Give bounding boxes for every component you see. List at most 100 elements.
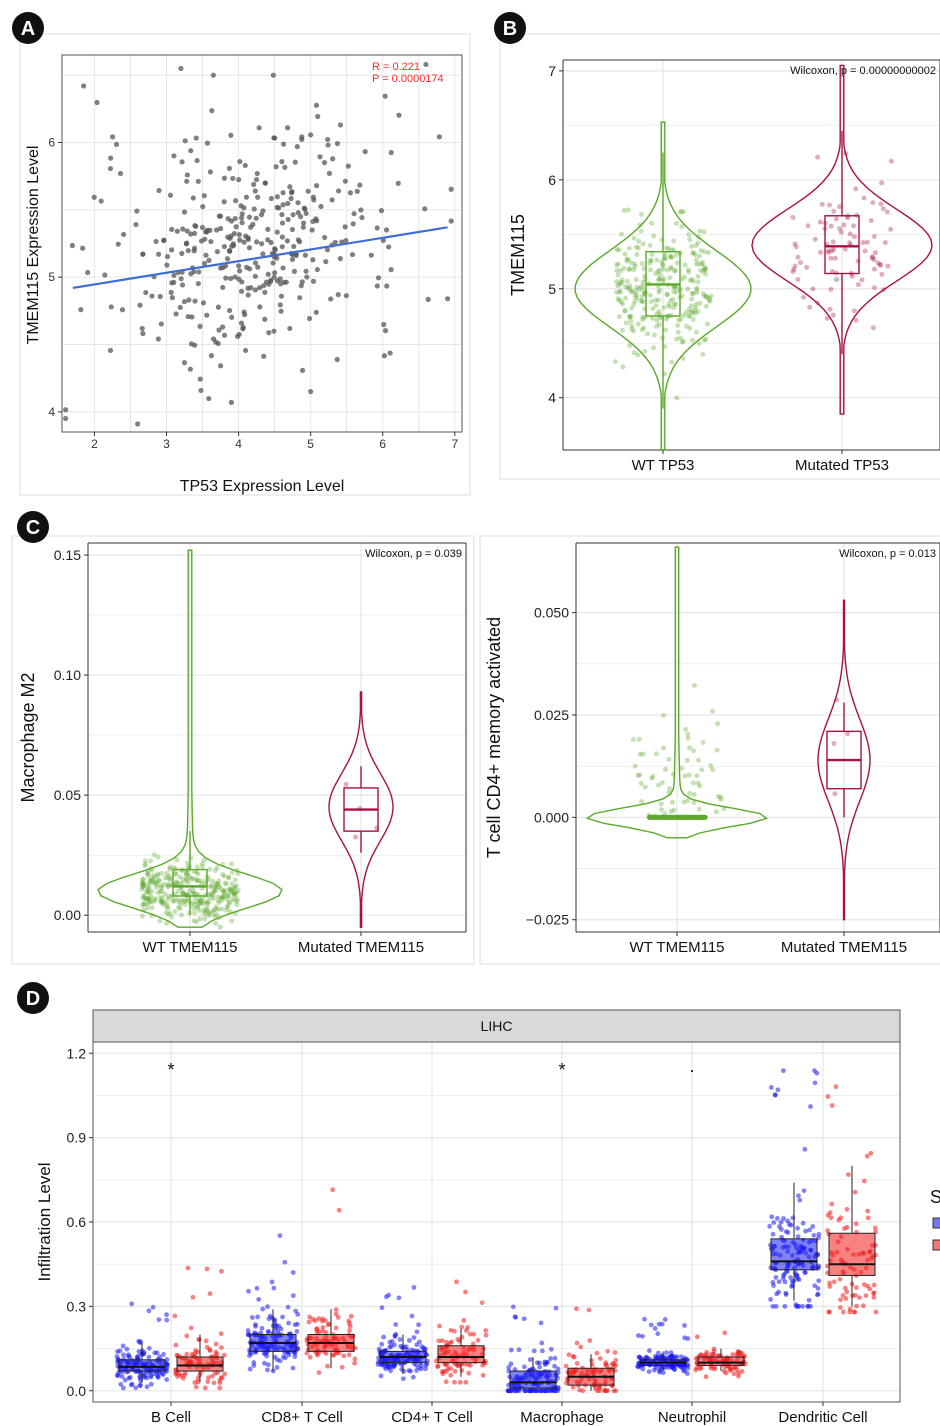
scatter-point — [207, 169, 213, 175]
data-point — [790, 269, 796, 275]
data-point — [184, 860, 190, 866]
data-point — [648, 299, 654, 305]
data-point — [637, 284, 643, 290]
scatter-point — [288, 195, 294, 202]
scatter-point — [330, 156, 336, 162]
data-point — [785, 1230, 791, 1235]
data-point — [793, 1303, 799, 1309]
facet-strip-label: LIHC — [481, 1018, 513, 1034]
data-point — [702, 293, 708, 299]
data-point — [352, 1356, 358, 1362]
data-point — [407, 1337, 412, 1343]
data-point — [480, 1372, 486, 1378]
data-point — [133, 1385, 139, 1391]
data-point — [265, 1304, 270, 1310]
data-point — [649, 775, 655, 781]
scatter-point — [276, 205, 282, 211]
data-point — [621, 208, 627, 214]
data-point — [211, 1380, 217, 1386]
data-point — [181, 898, 187, 904]
data-point — [195, 878, 201, 884]
data-point — [852, 1189, 858, 1195]
scatter-point — [213, 227, 220, 233]
scatter-point — [287, 184, 293, 190]
scatter-point — [289, 256, 296, 263]
data-point — [781, 1273, 786, 1278]
data-point — [639, 327, 645, 333]
data-point — [699, 814, 705, 820]
data-point — [868, 1150, 874, 1156]
scatter-point — [382, 328, 389, 334]
data-point — [145, 888, 151, 894]
scatter-point — [253, 215, 259, 221]
scatter-point — [326, 170, 333, 177]
scatter-point — [255, 194, 261, 200]
data-point — [880, 206, 886, 212]
data-point — [838, 229, 844, 235]
data-point — [207, 884, 213, 890]
scatter-point — [444, 296, 451, 302]
box — [172, 868, 208, 897]
data-point — [152, 896, 158, 902]
data-point — [698, 814, 704, 820]
data-point — [671, 807, 677, 813]
data-point — [145, 870, 151, 876]
data-point — [235, 888, 241, 894]
data-point — [685, 1362, 691, 1368]
data-point — [169, 914, 175, 920]
data-point — [230, 889, 236, 895]
data-point — [642, 348, 648, 354]
data-point — [852, 1292, 858, 1298]
data-point — [667, 275, 673, 281]
data-point — [157, 1370, 162, 1376]
data-point — [862, 248, 868, 254]
data-point — [164, 920, 170, 926]
data-point — [840, 1309, 846, 1315]
data-point — [647, 243, 653, 249]
data-point — [812, 236, 818, 242]
data-point — [282, 1259, 288, 1265]
data-point — [818, 249, 824, 255]
data-point — [806, 1297, 812, 1303]
scatter-point — [78, 307, 84, 313]
data-point — [201, 857, 207, 863]
data-point — [195, 904, 201, 910]
data-point — [768, 1297, 773, 1302]
data-point — [167, 877, 173, 883]
scatter-point — [156, 187, 162, 194]
data-point — [378, 1373, 384, 1379]
data-point — [861, 195, 867, 201]
y-tick-label: 6 — [548, 172, 556, 188]
data-point — [459, 1368, 465, 1373]
data-point — [639, 298, 645, 304]
data-point — [881, 287, 887, 293]
scatter-point — [185, 313, 191, 320]
data-point — [172, 891, 178, 897]
scatter-point — [155, 336, 161, 342]
data-point — [653, 814, 659, 820]
data-point — [167, 910, 173, 916]
scatter-point — [245, 292, 251, 298]
data-point — [694, 814, 700, 820]
data-point — [648, 814, 654, 820]
data-point — [800, 1303, 805, 1309]
data-point — [173, 881, 179, 887]
scatter-point — [174, 228, 180, 234]
data-point — [183, 869, 189, 875]
data-point — [235, 871, 241, 877]
data-point — [694, 814, 700, 820]
data-point — [679, 765, 685, 771]
scatter-point — [279, 234, 285, 240]
data-point — [641, 266, 647, 272]
data-point — [221, 888, 227, 894]
data-point — [215, 894, 221, 900]
data-point — [148, 866, 154, 872]
scatter-point — [395, 180, 401, 186]
data-point — [698, 814, 704, 820]
data-point — [195, 871, 201, 877]
data-point — [221, 887, 227, 893]
data-point — [655, 277, 661, 283]
data-point — [647, 260, 653, 266]
data-point — [463, 1379, 469, 1385]
x-tick-label: Mutated TP53 — [795, 457, 889, 474]
